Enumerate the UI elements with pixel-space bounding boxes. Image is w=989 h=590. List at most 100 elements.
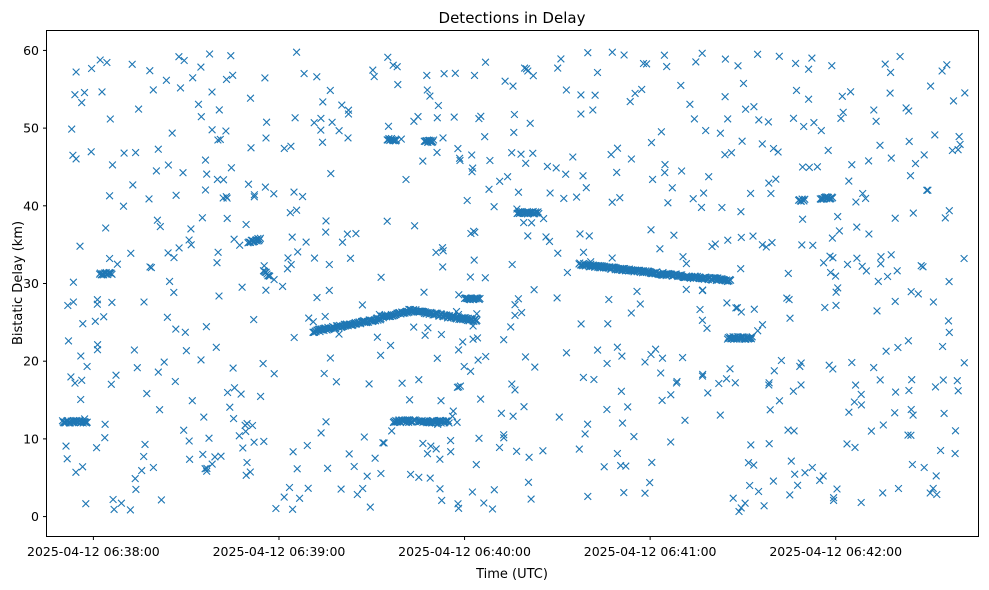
data-point bbox=[313, 293, 321, 302]
data-point bbox=[77, 98, 86, 107]
data-point bbox=[309, 318, 318, 326]
data-point bbox=[506, 323, 515, 331]
data-point bbox=[92, 443, 101, 452]
data-point bbox=[797, 359, 805, 367]
data-point bbox=[853, 223, 861, 231]
data-point bbox=[226, 403, 234, 411]
data-point bbox=[798, 215, 807, 223]
data-point bbox=[208, 88, 216, 96]
y-tick-label: 20 bbox=[23, 354, 39, 369]
data-point bbox=[488, 505, 497, 513]
data-point bbox=[525, 453, 533, 462]
data-point bbox=[639, 59, 648, 68]
data-point bbox=[325, 260, 334, 269]
data-point bbox=[954, 145, 962, 154]
data-point bbox=[527, 219, 536, 227]
data-point bbox=[292, 206, 301, 214]
data-point bbox=[154, 368, 163, 376]
data-point bbox=[727, 148, 736, 157]
data-point bbox=[78, 463, 87, 471]
data-point bbox=[658, 396, 666, 405]
y-tick-label: 10 bbox=[23, 431, 39, 446]
data-point bbox=[164, 161, 173, 169]
data-point bbox=[179, 426, 188, 434]
data-point bbox=[278, 282, 287, 291]
data-point bbox=[938, 67, 946, 75]
data-point bbox=[726, 365, 734, 373]
data-point bbox=[932, 472, 940, 480]
data-point bbox=[716, 129, 725, 137]
data-point bbox=[495, 443, 504, 452]
data-point bbox=[433, 354, 442, 363]
data-point bbox=[318, 138, 327, 147]
data-point bbox=[747, 335, 756, 343]
data-point bbox=[593, 346, 602, 354]
data-point bbox=[511, 300, 519, 309]
data-point bbox=[648, 175, 657, 184]
data-point bbox=[514, 295, 523, 303]
data-point bbox=[631, 89, 639, 98]
data-point bbox=[467, 151, 476, 159]
data-point bbox=[583, 420, 592, 428]
data-point bbox=[618, 419, 627, 427]
data-point bbox=[732, 304, 740, 312]
data-point bbox=[335, 126, 343, 135]
data-point bbox=[789, 114, 798, 123]
data-point bbox=[508, 380, 516, 388]
data-point bbox=[419, 157, 427, 165]
data-point bbox=[187, 225, 195, 233]
data-point bbox=[176, 84, 185, 92]
data-point bbox=[945, 277, 953, 286]
data-point bbox=[126, 506, 135, 514]
data-point bbox=[872, 117, 880, 126]
data-point bbox=[808, 463, 817, 472]
data-point bbox=[512, 447, 521, 456]
data-point bbox=[909, 209, 918, 217]
data-point bbox=[63, 455, 71, 463]
data-point bbox=[322, 418, 330, 426]
data-point bbox=[406, 470, 415, 479]
data-point bbox=[423, 449, 432, 458]
x-axis-label: Time (UTC) bbox=[475, 567, 548, 582]
data-point bbox=[426, 92, 434, 100]
data-point bbox=[500, 434, 508, 442]
data-point bbox=[521, 159, 530, 168]
data-point bbox=[656, 245, 664, 253]
data-point bbox=[182, 346, 191, 355]
data-point bbox=[379, 439, 387, 447]
data-point bbox=[72, 468, 80, 477]
data-point bbox=[955, 132, 963, 141]
data-point bbox=[770, 367, 779, 375]
data-point bbox=[369, 66, 377, 74]
data-point bbox=[499, 431, 508, 439]
data-point bbox=[787, 457, 796, 465]
data-point bbox=[555, 413, 564, 421]
data-point bbox=[673, 377, 681, 386]
data-point bbox=[543, 162, 552, 171]
data-point bbox=[698, 316, 707, 325]
data-point bbox=[940, 409, 948, 418]
data-point bbox=[287, 142, 295, 151]
data-point bbox=[603, 359, 611, 368]
data-point bbox=[891, 214, 899, 222]
data-point bbox=[153, 216, 162, 224]
data-point bbox=[651, 345, 660, 353]
data-point bbox=[735, 507, 743, 516]
data-point bbox=[786, 491, 794, 499]
data-point bbox=[156, 222, 165, 231]
data-point bbox=[670, 231, 678, 239]
data-point bbox=[212, 343, 221, 352]
data-point bbox=[83, 362, 91, 371]
data-point bbox=[131, 148, 140, 157]
data-point bbox=[93, 295, 102, 304]
data-point bbox=[242, 471, 250, 480]
data-point bbox=[242, 220, 250, 229]
data-point bbox=[199, 450, 207, 459]
data-point bbox=[480, 499, 488, 507]
data-point bbox=[737, 504, 745, 512]
data-point bbox=[264, 271, 272, 280]
data-point bbox=[472, 460, 481, 469]
data-point bbox=[185, 236, 193, 244]
data-point bbox=[486, 156, 494, 165]
data-point bbox=[261, 183, 270, 191]
